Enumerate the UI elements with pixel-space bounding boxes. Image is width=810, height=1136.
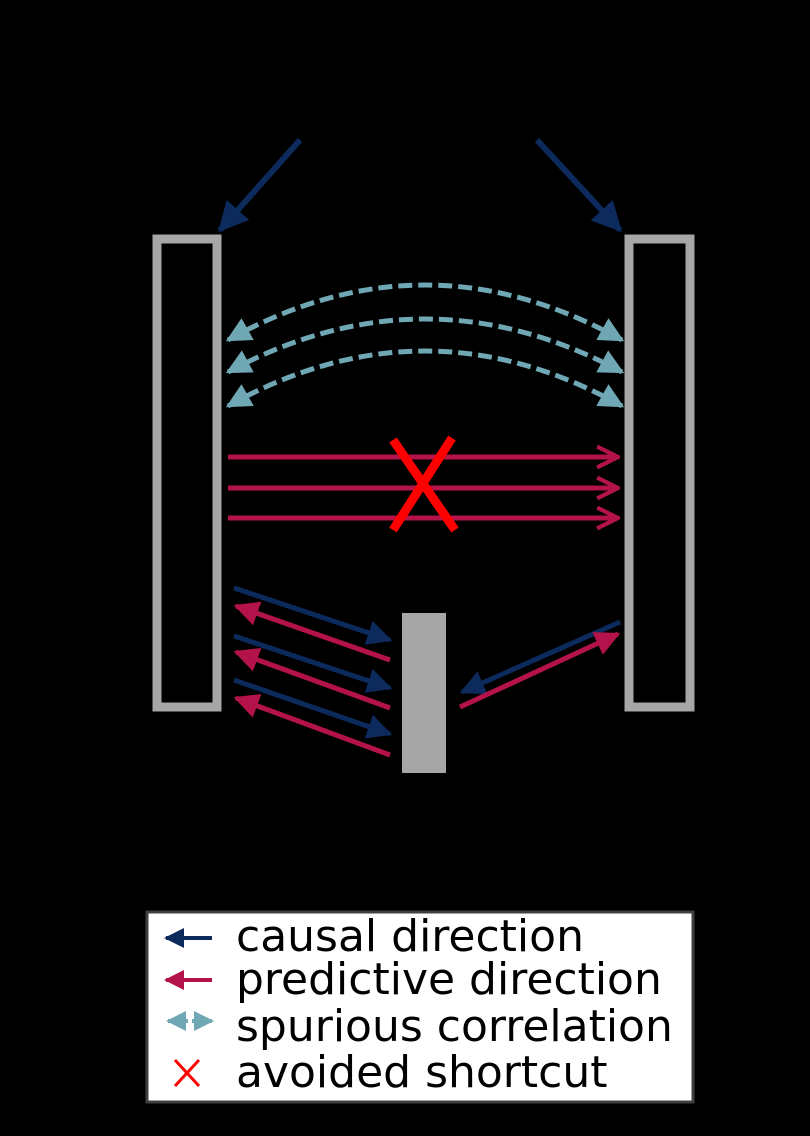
predictive-arrow-left-3 bbox=[233, 694, 391, 758]
avoided-shortcut-cross bbox=[389, 435, 459, 533]
spurious-arrow-2 bbox=[225, 316, 625, 375]
middle-box bbox=[402, 613, 446, 773]
left-box bbox=[152, 234, 222, 712]
cross-icon bbox=[173, 1058, 201, 1088]
right-box bbox=[624, 234, 695, 712]
top-left-causal-arrow bbox=[217, 138, 303, 233]
spurious-arrow-3 bbox=[225, 348, 625, 409]
spurious-arrow-1 bbox=[225, 282, 625, 343]
top-right-causal-arrow bbox=[534, 137, 623, 233]
predictive-arrow-left-2 bbox=[233, 647, 391, 711]
legend-label-predictive: predictive direction bbox=[236, 954, 662, 1005]
predictive-arrow-left-1 bbox=[233, 601, 391, 663]
causal-arrow-left-1 bbox=[233, 585, 393, 645]
legend-label-causal: causal direction bbox=[236, 911, 584, 962]
legend-label-spurious: spurious correlation bbox=[236, 1001, 673, 1052]
predictive-arrow-right bbox=[458, 631, 621, 710]
causal-arrow-left-2 bbox=[233, 633, 393, 693]
legend-frame bbox=[145, 910, 695, 1104]
legend: causal direction predictive direction sp… bbox=[145, 910, 695, 1104]
legend-label-shortcut: avoided shortcut bbox=[236, 1047, 607, 1098]
causal-arrow-right bbox=[459, 619, 622, 695]
causal-arrow-left-3 bbox=[233, 677, 393, 739]
